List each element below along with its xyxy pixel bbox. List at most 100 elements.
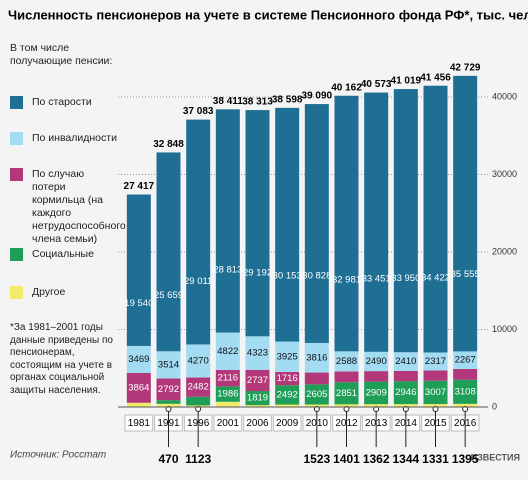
value-label: 1716 <box>277 373 298 384</box>
value-label: 25 659 <box>154 290 183 301</box>
bar-segment <box>453 379 478 404</box>
bar-segment <box>156 378 181 401</box>
bar-segment <box>215 386 240 402</box>
bar-segment <box>364 351 389 372</box>
value-label: 29 192 <box>243 267 272 278</box>
bar-segment <box>215 109 240 333</box>
x-tick-box <box>243 414 272 432</box>
y-tick-label: 10000 <box>492 324 517 334</box>
total-label: 38 313 <box>242 97 273 108</box>
total-label: 42 729 <box>450 62 481 73</box>
bar-segment <box>275 341 300 372</box>
value-label: 2588 <box>336 356 357 367</box>
value-label: 4270 <box>188 356 209 367</box>
value-label: 2605 <box>306 389 327 400</box>
bar-segment <box>275 385 300 405</box>
total-label: 32 848 <box>153 139 184 150</box>
bar-segment <box>423 380 448 405</box>
value-label: 3007 <box>425 387 446 398</box>
bar-segment <box>304 104 329 343</box>
x-tick-box <box>213 414 243 432</box>
chart-title: Численность пенсионеров на учете в систе… <box>8 7 528 22</box>
y-tick-label: 40000 <box>492 91 517 101</box>
bar-segment <box>215 401 240 407</box>
total-label: 40 162 <box>331 82 362 93</box>
y-tick-label: 20000 <box>492 246 517 256</box>
bar-segment <box>304 384 329 405</box>
bar-segment <box>364 371 389 382</box>
value-label: 35 555 <box>451 269 480 280</box>
bar-segment <box>334 95 359 352</box>
bar-segment <box>275 107 300 342</box>
x-tick-label: 2006 <box>246 418 269 429</box>
bar-segment <box>126 194 151 346</box>
value-label: 30 828 <box>302 271 331 282</box>
total-label: 41 456 <box>420 72 451 83</box>
bar-segment <box>186 377 211 397</box>
value-label: 2851 <box>336 388 357 399</box>
bar-segment <box>334 351 359 372</box>
value-label: 1362 <box>363 452 390 466</box>
value-label: 2482 <box>188 382 209 393</box>
logo: ИЗВЕСТИЯ <box>471 452 520 462</box>
bar-segment <box>186 119 211 345</box>
total-label: 38 598 <box>272 95 303 106</box>
value-label: 3816 <box>306 352 327 363</box>
bar-segment <box>245 405 270 407</box>
x-tick-label: 2001 <box>217 418 240 429</box>
footnote: *За 1981–2001 годы данные приведены по п… <box>10 322 113 396</box>
value-label: 1331 <box>422 452 449 466</box>
total-label: 40 573 <box>361 79 392 90</box>
bar-segment <box>364 381 389 405</box>
bar-segment <box>186 396 211 406</box>
legend-label: Другое <box>32 286 66 298</box>
total-label: 39 090 <box>302 91 333 102</box>
legend-swatch <box>10 286 23 299</box>
bar-segment <box>126 345 151 373</box>
bar-segment <box>275 404 300 407</box>
bar-segment <box>245 336 270 370</box>
bar-segment <box>453 403 478 407</box>
bar-segment <box>334 371 359 383</box>
bar-segment <box>215 332 240 370</box>
bar-segment <box>393 89 418 353</box>
y-tick-label: 30000 <box>492 169 517 179</box>
value-label: 3925 <box>277 351 298 362</box>
bar-segment <box>334 404 359 407</box>
legend-label: По случаю потери кормильца (на каждого н… <box>32 168 126 245</box>
y-tick-label: 0 <box>492 401 497 411</box>
value-label: 1344 <box>392 452 419 466</box>
bar-segment <box>453 75 478 352</box>
value-label: 29 011 <box>184 276 212 287</box>
bar-segment <box>423 352 448 371</box>
value-label: 3864 <box>128 382 149 393</box>
bar-segment <box>393 370 418 382</box>
total-label: 41 019 <box>391 76 422 87</box>
bar-segment <box>126 402 151 407</box>
bar-segment <box>393 381 418 405</box>
value-label: 2492 <box>277 389 298 400</box>
bar-segment <box>423 404 448 407</box>
legend-label: По старости <box>32 96 92 108</box>
value-label: 2410 <box>395 356 416 367</box>
value-label: 2267 <box>455 355 476 366</box>
value-label: 33 950 <box>391 273 420 284</box>
value-label: 19 540 <box>124 298 153 309</box>
total-label: 27 417 <box>124 181 155 192</box>
legend-label: Социальные <box>32 248 94 260</box>
bar-segment <box>156 152 181 352</box>
bar-segment <box>215 369 240 387</box>
value-label: 2792 <box>158 384 179 395</box>
value-label: 34 422 <box>421 272 450 283</box>
value-label: 4323 <box>247 348 268 359</box>
value-label: 28 813 <box>213 265 242 276</box>
x-tick-label: 1981 <box>128 418 151 429</box>
value-label: 3108 <box>455 386 476 397</box>
bar-segment <box>156 403 181 407</box>
x-tick-box <box>272 414 302 432</box>
bar-segment <box>304 342 329 373</box>
bar-segment <box>334 382 359 405</box>
bar-segment <box>393 404 418 407</box>
